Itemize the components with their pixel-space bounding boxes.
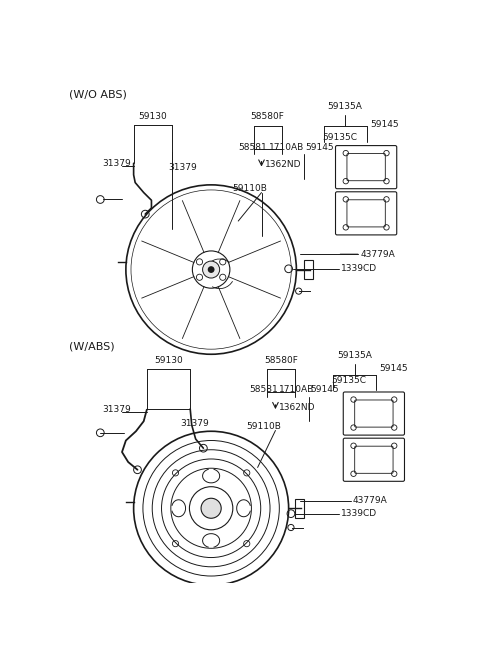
Text: 59130: 59130 [139, 112, 168, 121]
Text: 59145: 59145 [311, 385, 339, 394]
Text: 1339CD: 1339CD [341, 264, 377, 273]
Text: 1362ND: 1362ND [278, 403, 315, 412]
Text: 1339CD: 1339CD [341, 509, 377, 518]
Text: 58580F: 58580F [264, 356, 298, 365]
Text: (W/O ABS): (W/O ABS) [69, 89, 127, 100]
Text: 59135C: 59135C [331, 376, 366, 385]
Text: 31379: 31379 [180, 419, 209, 428]
Circle shape [201, 498, 221, 518]
Text: 59145: 59145 [306, 143, 334, 152]
Text: 31379: 31379 [168, 162, 197, 172]
Text: 31379: 31379 [103, 405, 132, 414]
Text: 59135A: 59135A [337, 350, 372, 360]
Text: 1710AB: 1710AB [279, 385, 314, 394]
Text: 59110B: 59110B [232, 184, 267, 193]
Circle shape [208, 266, 215, 273]
Text: 58580F: 58580F [251, 112, 285, 121]
Text: 58581: 58581 [238, 143, 266, 152]
Text: 59145: 59145 [379, 364, 408, 373]
Text: 59130: 59130 [154, 356, 183, 365]
Bar [295, 499, 304, 517]
Text: 58581: 58581 [250, 385, 278, 394]
Text: 1362ND: 1362ND [264, 160, 301, 168]
Text: 43779A: 43779A [360, 250, 396, 259]
Text: 1710AB: 1710AB [269, 143, 304, 152]
Bar [304, 260, 313, 279]
Text: (W/ABS): (W/ABS) [69, 342, 115, 352]
Text: 31379: 31379 [103, 159, 132, 168]
Text: 43779A: 43779A [353, 496, 388, 505]
Circle shape [203, 261, 220, 278]
Text: 59145: 59145 [370, 120, 398, 128]
Text: 59110B: 59110B [246, 422, 281, 431]
Text: 59135A: 59135A [328, 102, 362, 111]
Text: 59135C: 59135C [322, 133, 357, 141]
